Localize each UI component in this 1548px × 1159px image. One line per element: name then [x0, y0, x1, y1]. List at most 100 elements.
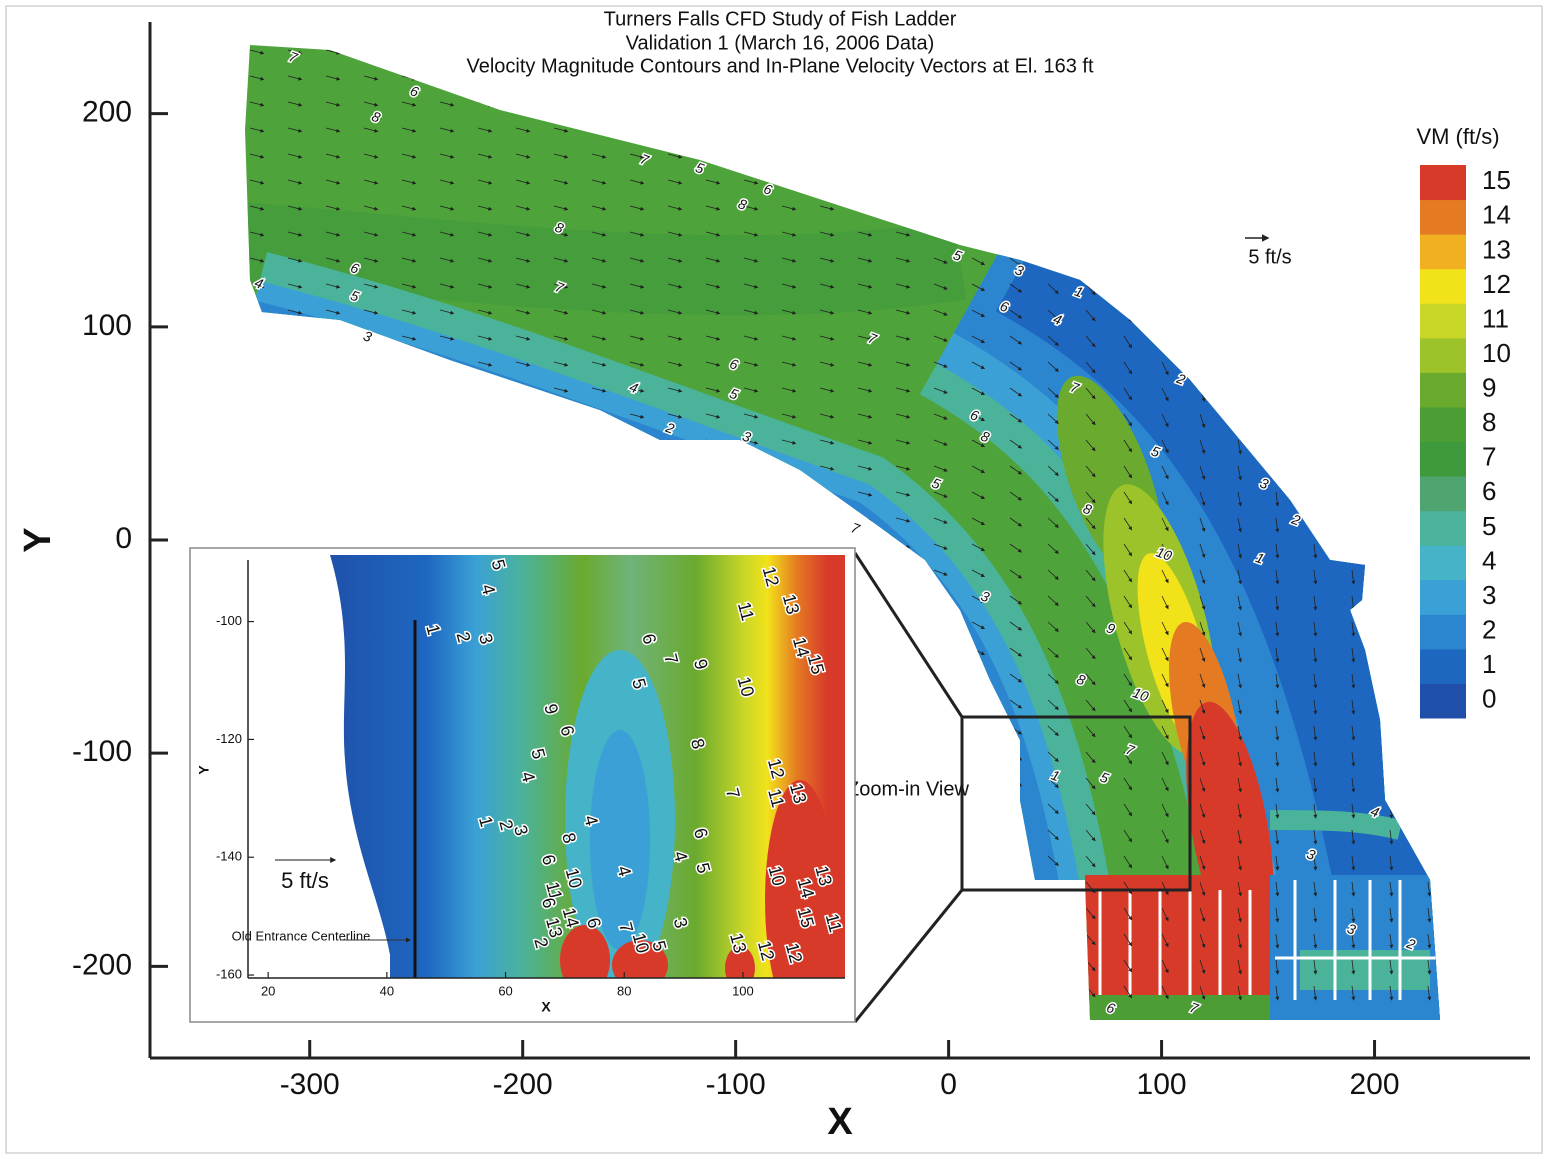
vector — [1048, 206, 1058, 215]
vector — [326, 466, 340, 469]
vector — [1314, 128, 1316, 142]
vector — [1124, 284, 1132, 296]
vector — [1010, 934, 1021, 942]
vector — [402, 544, 416, 547]
vector — [1200, 362, 1204, 375]
vector — [250, 518, 264, 521]
vector — [668, 544, 682, 547]
colorbar-band — [1420, 442, 1466, 477]
vector — [1048, 986, 1058, 995]
vector — [1276, 466, 1278, 480]
vector-reference: 5 ft/s — [1245, 238, 1292, 268]
vector — [706, 466, 720, 469]
inset: X Y 5 ft/s Old Entrance Centerline 20406… — [190, 548, 855, 1022]
y-tick-label: 100 — [82, 309, 132, 342]
vector — [858, 986, 872, 989]
vector — [1124, 232, 1132, 244]
vector — [1314, 284, 1316, 298]
vector — [896, 128, 910, 131]
vector — [440, 76, 454, 79]
vector — [326, 440, 340, 443]
vector — [1352, 414, 1354, 428]
vector — [1200, 258, 1204, 271]
vector — [1352, 362, 1354, 376]
vector — [288, 544, 302, 547]
vector — [1390, 362, 1392, 376]
vector — [896, 648, 910, 651]
chart-title: Turners Falls CFD Study of Fish Ladder — [604, 8, 957, 30]
vector — [592, 414, 606, 417]
vector — [820, 518, 834, 521]
vector — [1162, 154, 1168, 167]
x-tick-label: -200 — [493, 1068, 553, 1101]
colorbar-label: 4 — [1482, 545, 1496, 575]
colorbar-label: 0 — [1482, 684, 1496, 714]
vector — [668, 128, 682, 131]
vector — [1352, 50, 1354, 64]
vector — [896, 856, 910, 859]
vector — [782, 492, 796, 495]
vector — [1010, 778, 1021, 786]
x-axis-label: X — [827, 1101, 853, 1143]
vector — [668, 518, 682, 521]
vector — [896, 596, 910, 599]
y-tick-label: -100 — [72, 735, 132, 768]
colorbar-band — [1420, 683, 1466, 718]
vector — [1428, 778, 1430, 792]
vector — [1200, 128, 1204, 141]
x-tick-label: 60 — [498, 983, 512, 998]
vector — [1390, 726, 1392, 740]
y-tick-label: -100 — [216, 613, 242, 628]
vector — [478, 50, 492, 53]
vector — [820, 180, 834, 183]
vector — [440, 544, 454, 547]
chart-subtitle: Velocity Magnitude Contours and In-Plane… — [466, 55, 1093, 77]
vector — [516, 388, 530, 391]
vector — [592, 492, 606, 495]
vector — [934, 128, 947, 133]
vector — [668, 440, 682, 443]
vector — [934, 622, 947, 627]
vector — [972, 752, 984, 759]
vector — [1390, 128, 1392, 142]
y-tick-label: -140 — [216, 849, 242, 864]
vector — [402, 50, 416, 53]
vector — [972, 102, 984, 109]
vector — [288, 466, 302, 469]
colorbar-band — [1420, 269, 1466, 304]
vector — [1390, 570, 1392, 584]
vector — [1200, 284, 1204, 297]
vector — [1390, 674, 1392, 688]
vector — [934, 154, 947, 159]
vector — [1276, 180, 1278, 194]
vector — [326, 518, 340, 521]
annotation: 5 ft/s — [1248, 246, 1291, 268]
vector — [1390, 206, 1392, 220]
vector — [440, 440, 454, 443]
vector — [858, 752, 872, 755]
vector — [478, 492, 492, 495]
vector — [972, 960, 984, 967]
vector — [1390, 596, 1392, 610]
vector — [1238, 128, 1241, 142]
vector — [744, 128, 758, 131]
vector — [1390, 518, 1392, 532]
vector — [1238, 206, 1241, 220]
vector — [1124, 50, 1132, 62]
vector — [934, 648, 947, 653]
vector — [1390, 752, 1392, 766]
vector — [1390, 622, 1392, 636]
colorbar-band — [1420, 545, 1466, 580]
vector — [1162, 102, 1168, 115]
vector — [1314, 466, 1316, 480]
vector — [364, 518, 378, 521]
vector — [1010, 232, 1021, 240]
vector — [1276, 414, 1278, 428]
vector — [1162, 336, 1168, 349]
vector — [1428, 856, 1430, 870]
colorbar-band — [1420, 200, 1466, 235]
vector — [592, 466, 606, 469]
vector — [896, 830, 910, 833]
vector — [1276, 50, 1278, 64]
vector — [972, 154, 984, 161]
